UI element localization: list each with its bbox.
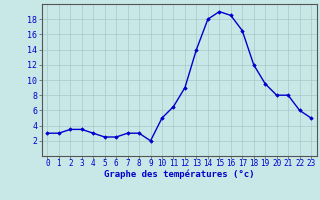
X-axis label: Graphe des températures (°c): Graphe des températures (°c): [104, 170, 254, 179]
